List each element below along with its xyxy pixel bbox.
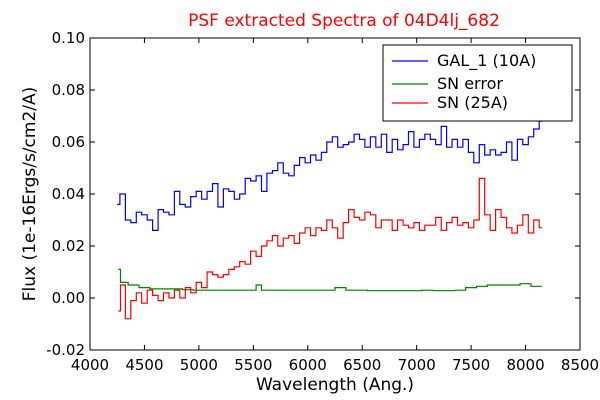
legend-label-gal: GAL_1 (10A) bbox=[437, 51, 536, 71]
x-tick-label: 8000 bbox=[506, 356, 544, 374]
x-tick-label: 4500 bbox=[125, 356, 163, 374]
y-tick-label: 0.02 bbox=[52, 237, 85, 255]
x-tick-label: 8500 bbox=[561, 356, 599, 374]
x-tick-label: 7000 bbox=[398, 356, 436, 374]
x-axis-label: Wavelength (Ang.) bbox=[256, 375, 414, 395]
x-tick-label: 6500 bbox=[343, 356, 381, 374]
legend-label-sn-error: SN error bbox=[437, 74, 503, 93]
y-tick-label: -0.02 bbox=[46, 341, 85, 359]
ticks-layer: 4000 4500 5000 5500 6000 6500 7000 7500 8000 8500… bbox=[46, 29, 599, 374]
x-tick-label: 5000 bbox=[180, 356, 218, 374]
x-tick-label: 6000 bbox=[289, 356, 327, 374]
legend: GAL_1 (10A) SN error SN (25A) bbox=[382, 44, 573, 122]
y-tick-label: 0.00 bbox=[52, 289, 85, 307]
plot-layer bbox=[117, 120, 542, 320]
legend-label-sn: SN (25A) bbox=[437, 93, 508, 112]
x-tick-label: 5500 bbox=[234, 356, 272, 374]
y-tick-label: 0.06 bbox=[52, 133, 85, 151]
chart-title: PSF extracted Spectra of 04D4lj_682 bbox=[188, 11, 500, 31]
y-tick-label: 0.08 bbox=[52, 81, 85, 99]
y-tick-label: 0.04 bbox=[52, 185, 85, 203]
legend-box bbox=[382, 44, 573, 122]
series-line-gal-1-10a bbox=[117, 120, 542, 231]
x-tick-label: 4000 bbox=[71, 356, 109, 374]
series-line-sn-25a bbox=[118, 177, 542, 320]
series-line-sn-error bbox=[118, 268, 542, 292]
y-tick-label: 0.10 bbox=[52, 29, 85, 47]
y-axis-label: Flux (1e-16Ergs/s/cm2/A) bbox=[20, 87, 40, 302]
x-tick-label: 7500 bbox=[452, 356, 490, 374]
